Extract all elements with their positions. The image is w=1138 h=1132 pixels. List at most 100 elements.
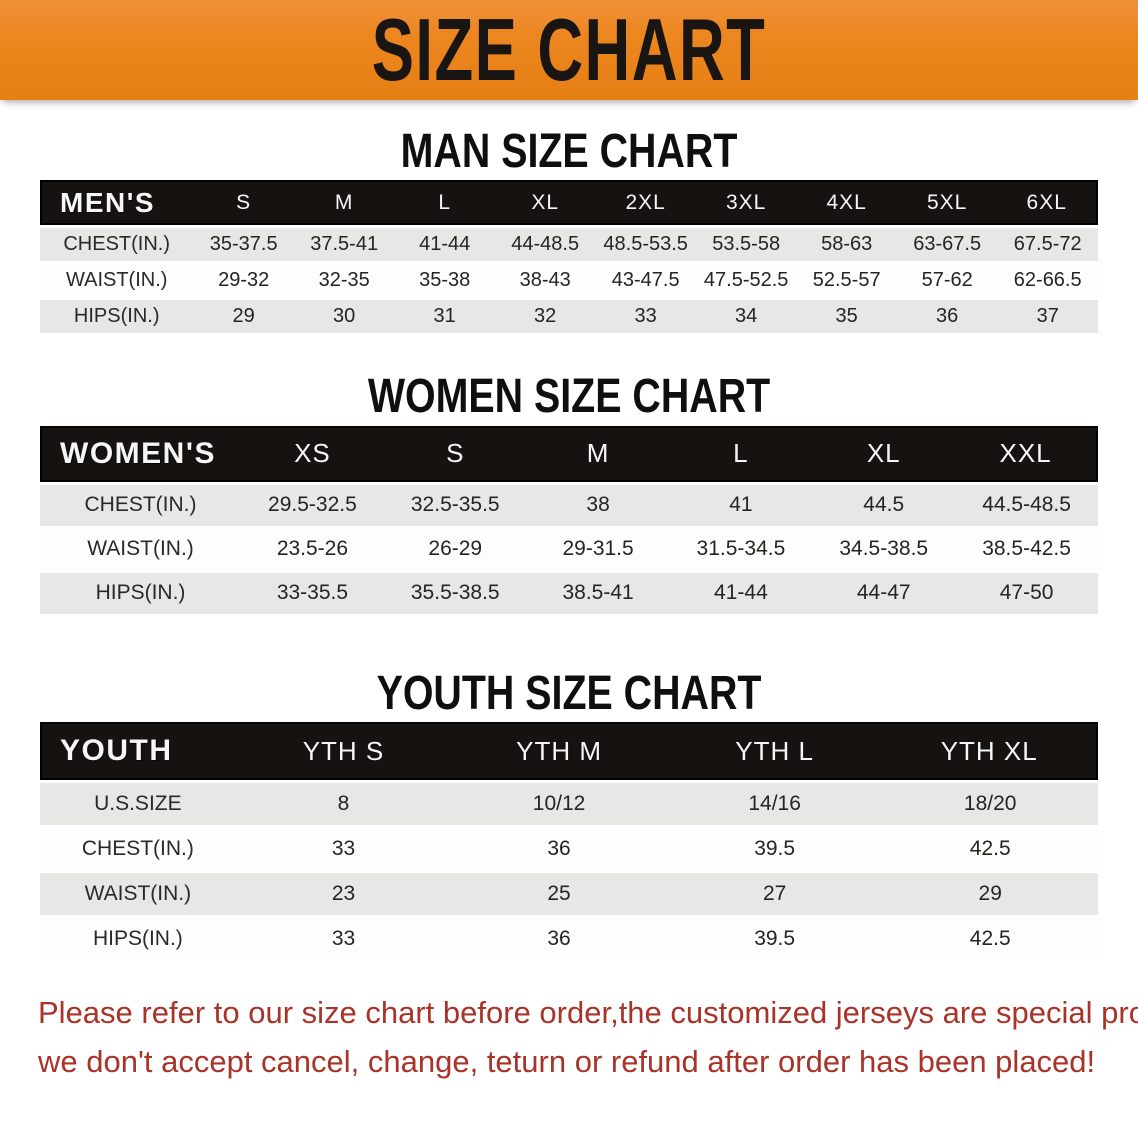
size-value-cell: 38.5-41 [526, 572, 670, 614]
size-value-cell: 53.5-58 [695, 228, 797, 262]
size-value-cell: 42.5 [882, 918, 1098, 961]
size-value-cell: 31 [394, 300, 495, 334]
measurement-label-cell: WAIST(IN.) [40, 873, 236, 916]
size-value-cell: 10/12 [451, 783, 667, 826]
size-value-cell: 33 [235, 828, 452, 871]
size-value-cell: 29 [193, 300, 294, 334]
size-column-header: L [394, 180, 495, 226]
size-value-cell: 38 [526, 484, 670, 526]
size-value-cell: 30 [293, 300, 395, 334]
banner-title: SIZE CHART [371, 0, 767, 99]
size-value-cell: 41-44 [394, 228, 495, 262]
size-value-cell: 23.5-26 [241, 528, 384, 570]
size-column-header: 4XL [796, 180, 897, 226]
table-row: CHEST(IN.) 33 36 39.5 42.5 [40, 828, 1098, 871]
size-value-cell: 47.5-52.5 [695, 264, 797, 298]
size-value-cell: 36 [451, 918, 667, 961]
table-title-cell: YOUTH [40, 722, 236, 781]
size-column-header: XL [494, 180, 596, 226]
size-value-cell: 52.5-57 [796, 264, 897, 298]
size-value-cell: 35 [796, 300, 897, 334]
size-value-cell: 29-32 [193, 264, 294, 298]
size-value-cell: 44.5 [812, 484, 956, 526]
size-value-cell: 57-62 [896, 264, 998, 298]
size-value-cell: 44-48.5 [494, 228, 596, 262]
size-value-cell: 41 [669, 484, 813, 526]
size-value-cell: 35-38 [394, 264, 495, 298]
measurement-label-cell: CHEST(IN.) [40, 228, 194, 262]
size-value-cell: 29.5-32.5 [241, 484, 384, 526]
size-value-cell: 36 [451, 828, 667, 871]
youth-size-chart-heading: YOUTH SIZE CHART [376, 666, 762, 720]
size-value-cell: 35.5-38.5 [383, 572, 527, 614]
table-row: HIPS(IN.) 29 30 31 32 33 34 35 36 37 [40, 300, 1098, 334]
size-value-cell: 42.5 [882, 828, 1098, 871]
size-value-cell: 39.5 [666, 828, 883, 871]
measurement-label-cell: CHEST(IN.) [40, 828, 236, 871]
size-value-cell: 44.5-48.5 [955, 484, 1098, 526]
size-value-cell: 48.5-53.5 [595, 228, 696, 262]
table-title-cell: WOMEN'S [40, 425, 242, 482]
size-column-header: YTH M [451, 722, 667, 781]
table-header-row: YOUTH YTH S YTH M YTH L YTH XL [40, 722, 1098, 781]
size-value-cell: 67.5-72 [997, 228, 1098, 262]
youth-size-table: YOUTH YTH S YTH M YTH L YTH XL U.S.SIZE 8 10/12… [40, 719, 1098, 963]
table-header-row: MEN'S S M L XL 2XL 3XL 4XL 5XL 6XL [40, 180, 1098, 226]
size-column-header: M [293, 180, 395, 226]
men-size-table: MEN'S S M L XL 2XL 3XL 4XL 5XL 6XL CHEST(IN.) 35-37… [40, 177, 1098, 336]
size-value-cell: 38.5-42.5 [955, 528, 1098, 570]
size-column-header: XXL [955, 425, 1098, 482]
table-row: WAIST(IN.) 23.5-26 26-29 29-31.5 31.5-34.5 34… [40, 528, 1098, 570]
disclaimer-line-1: Please refer to our size chart before or… [38, 995, 1138, 1031]
table-row: HIPS(IN.) 33-35.5 35.5-38.5 38.5-41 41-44 44-… [40, 572, 1098, 614]
measurement-label-cell: HIPS(IN.) [40, 572, 242, 614]
size-value-cell: 34 [695, 300, 797, 334]
size-value-cell: 26-29 [383, 528, 527, 570]
table-row: CHEST(IN.) 35-37.5 37.5-41 41-44 44-48.5 48.5… [40, 228, 1098, 262]
size-value-cell: 23 [235, 873, 452, 916]
size-column-header: 2XL [595, 180, 696, 226]
size-value-cell: 43-47.5 [595, 264, 696, 298]
size-value-cell: 63-67.5 [896, 228, 998, 262]
size-value-cell: 34.5-38.5 [812, 528, 956, 570]
size-value-cell: 32.5-35.5 [383, 484, 527, 526]
size-column-header: XS [241, 425, 384, 482]
size-value-cell: 8 [235, 783, 452, 826]
size-value-cell: 58-63 [796, 228, 897, 262]
size-column-header: 3XL [695, 180, 797, 226]
size-value-cell: 44-47 [812, 572, 956, 614]
size-chart-banner: SIZE CHART [0, 0, 1138, 100]
size-value-cell: 35-37.5 [193, 228, 294, 262]
table-row: U.S.SIZE 8 10/12 14/16 18/20 [40, 783, 1098, 826]
size-column-header: 6XL [997, 180, 1098, 226]
disclaimer-line-2: we don't accept cancel, change, teturn o… [38, 1044, 1096, 1080]
size-value-cell: 33 [235, 918, 452, 961]
size-value-cell: 14/16 [666, 783, 883, 826]
size-value-cell: 18/20 [882, 783, 1098, 826]
measurement-label-cell: WAIST(IN.) [40, 528, 242, 570]
size-value-cell: 37.5-41 [293, 228, 395, 262]
size-value-cell: 38-43 [494, 264, 596, 298]
size-column-header: YTH L [666, 722, 883, 781]
size-column-header: XL [812, 425, 956, 482]
measurement-label-cell: HIPS(IN.) [40, 300, 194, 334]
size-value-cell: 36 [896, 300, 998, 334]
size-value-cell: 37 [997, 300, 1098, 334]
size-value-cell: 39.5 [666, 918, 883, 961]
size-value-cell: 32 [494, 300, 596, 334]
table-title-cell: MEN'S [40, 180, 194, 226]
measurement-label-cell: WAIST(IN.) [40, 264, 194, 298]
measurement-label-cell: CHEST(IN.) [40, 484, 242, 526]
order-disclaimer: Please refer to our size chart before or… [38, 989, 1138, 1087]
table-row: WAIST(IN.) 23 25 27 29 [40, 873, 1098, 916]
man-size-chart-heading: MAN SIZE CHART [400, 125, 738, 178]
size-value-cell: 29 [882, 873, 1098, 916]
size-column-header: YTH XL [882, 722, 1098, 781]
size-value-cell: 27 [666, 873, 883, 916]
size-column-header: 5XL [896, 180, 998, 226]
size-column-header: YTH S [235, 722, 452, 781]
table-row: WAIST(IN.) 29-32 32-35 35-38 38-43 43-47.5 47.… [40, 264, 1098, 298]
size-value-cell: 25 [451, 873, 667, 916]
size-value-cell: 41-44 [669, 572, 813, 614]
